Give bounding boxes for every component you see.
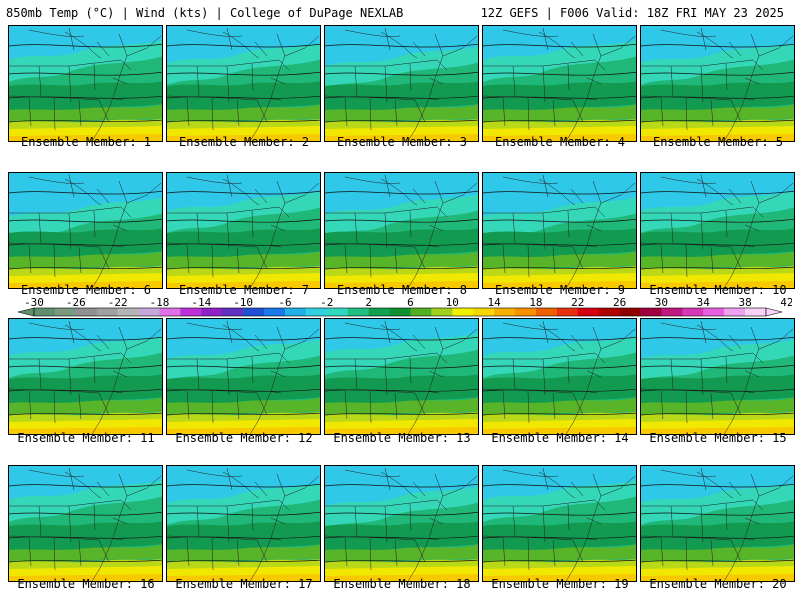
colorbar-tick-label: 6 — [407, 296, 414, 309]
ensemble-map-panel — [324, 25, 479, 142]
colorbar-swatch — [473, 308, 495, 316]
colorbar-swatch — [34, 308, 56, 316]
temperature-colorbar: -30 -26 -22 -18 -14 -10 -6 -2 2 6 10 14 18 22 26 30 34 38… — [8, 296, 792, 322]
colorbar-arrow-right — [765, 307, 783, 317]
colorbar-swatch — [703, 308, 725, 316]
map-title: 850mb Temp (°C) | Wind (kts) | College o… — [6, 6, 404, 20]
ensemble-member-label: Ensemble Member: 7 — [178, 283, 310, 297]
colorbar-tick-label: -10 — [233, 296, 253, 309]
ensemble-map-panel — [640, 465, 795, 582]
colorbar-swatch — [264, 308, 286, 316]
colorbar-tick-label: 14 — [487, 296, 501, 309]
ensemble-member-label: Ensemble Member: 2 — [178, 135, 310, 149]
ensemble-member-label: Ensemble Member: 10 — [649, 283, 787, 297]
colorbar-swatch — [243, 308, 265, 316]
colorbar-swatch — [745, 308, 767, 316]
colorbar-swatch — [535, 308, 558, 316]
colorbar-swatch — [682, 308, 704, 316]
colorbar-tick-label: -18 — [150, 296, 170, 309]
colorbar-tick-label: 34 — [697, 296, 711, 309]
ensemble-member-label: Ensemble Member: 3 — [336, 135, 468, 149]
colorbar-swatch — [494, 308, 516, 316]
colorbar-tick-label: 42 — [780, 296, 792, 309]
colorbar-swatch — [117, 308, 139, 316]
ensemble-map-panel — [482, 172, 637, 289]
ensemble-map-panel — [324, 318, 479, 435]
colorbar-swatch — [284, 308, 307, 316]
colorbar-swatch — [54, 308, 77, 316]
ensemble-member-label: Ensemble Member: 15 — [649, 431, 787, 445]
ensemble-map-panel — [482, 465, 637, 582]
colorbar-swatch — [515, 308, 537, 316]
ensemble-map-panel — [482, 25, 637, 142]
ensemble-member-label: Ensemble Member: 12 — [175, 431, 313, 445]
ensemble-map-panel — [8, 318, 163, 435]
colorbar-tick-label: -14 — [191, 296, 211, 309]
ensemble-map-panel — [482, 318, 637, 435]
ensemble-member-label: Ensemble Member: 14 — [491, 431, 629, 445]
colorbar-tick-label: -22 — [108, 296, 128, 309]
colorbar-swatch — [326, 308, 349, 316]
ensemble-map-panel — [640, 318, 795, 435]
ensemble-map-panel — [8, 465, 163, 582]
ensemble-map-panel — [640, 172, 795, 289]
colorbar-tick-label: 10 — [446, 296, 459, 309]
ensemble-map-panel — [8, 25, 163, 142]
colorbar-swatch — [556, 308, 579, 316]
ensemble-member-label: Ensemble Member: 4 — [494, 135, 626, 149]
colorbar-arrow-left — [17, 307, 35, 317]
ensemble-member-label: Ensemble Member: 5 — [652, 135, 784, 149]
colorbar-swatch — [347, 308, 369, 316]
ensemble-member-label: Ensemble Member: 19 — [491, 577, 629, 591]
colorbar-swatch — [138, 308, 160, 316]
colorbar-swatch — [598, 308, 620, 316]
ensemble-member-label: Ensemble Member: 17 — [175, 577, 313, 591]
colorbar-swatch — [410, 308, 432, 316]
colorbar-swatch — [96, 308, 118, 316]
colorbar-swatch — [389, 308, 411, 316]
ensemble-map-panel — [166, 25, 321, 142]
colorbar-swatch — [180, 308, 202, 316]
colorbar-swatch — [452, 308, 474, 316]
colorbar-tick-label: 26 — [613, 296, 626, 309]
colorbar-swatch — [201, 308, 223, 316]
colorbar-tick-label: -2 — [320, 296, 333, 309]
ensemble-map-panel — [8, 172, 163, 289]
colorbar-swatch — [661, 308, 683, 316]
colorbar-tick-label: -26 — [66, 296, 86, 309]
ensemble-member-label: Ensemble Member: 8 — [336, 283, 468, 297]
colorbar-swatch — [159, 308, 181, 316]
ensemble-member-label: Ensemble Member: 18 — [333, 577, 471, 591]
colorbar-tick-label: -6 — [278, 296, 291, 309]
colorbar-tick-label: 38 — [738, 296, 751, 309]
ensemble-member-label: Ensemble Member: 6 — [20, 283, 152, 297]
ensemble-map-panel — [640, 25, 795, 142]
ensemble-member-label: Ensemble Member: 20 — [649, 577, 787, 591]
colorbar-tick-label: 2 — [365, 296, 372, 309]
colorbar-tick-label: 30 — [655, 296, 668, 309]
colorbar-swatch — [75, 308, 98, 316]
model-valid-time: 12Z GEFS | F006 Valid: 18Z FRI MAY 23 20… — [480, 6, 784, 20]
ensemble-member-label: Ensemble Member: 11 — [17, 431, 155, 445]
ensemble-member-label: Ensemble Member: 13 — [333, 431, 471, 445]
ensemble-map-panel — [166, 172, 321, 289]
ensemble-member-label: Ensemble Member: 1 — [20, 135, 152, 149]
colorbar-tick-label: -30 — [24, 296, 44, 309]
ensemble-member-label: Ensemble Member: 9 — [494, 283, 626, 297]
colorbar-swatch — [368, 308, 390, 316]
colorbar-swatch — [431, 308, 453, 316]
ensemble-map-panel — [324, 465, 479, 582]
colorbar-swatch — [640, 308, 662, 316]
colorbar-tick-label: 22 — [571, 296, 584, 309]
colorbar-swatch — [577, 308, 599, 316]
colorbar-swatch — [222, 308, 244, 316]
ensemble-map-panel — [166, 318, 321, 435]
colorbar-swatch — [305, 308, 328, 316]
ensemble-member-label: Ensemble Member: 16 — [17, 577, 155, 591]
ensemble-map-panel — [166, 465, 321, 582]
ensemble-map-panel — [324, 172, 479, 289]
colorbar-swatch — [724, 308, 746, 316]
colorbar-swatch — [619, 308, 641, 316]
colorbar-tick-label: 18 — [529, 296, 542, 309]
